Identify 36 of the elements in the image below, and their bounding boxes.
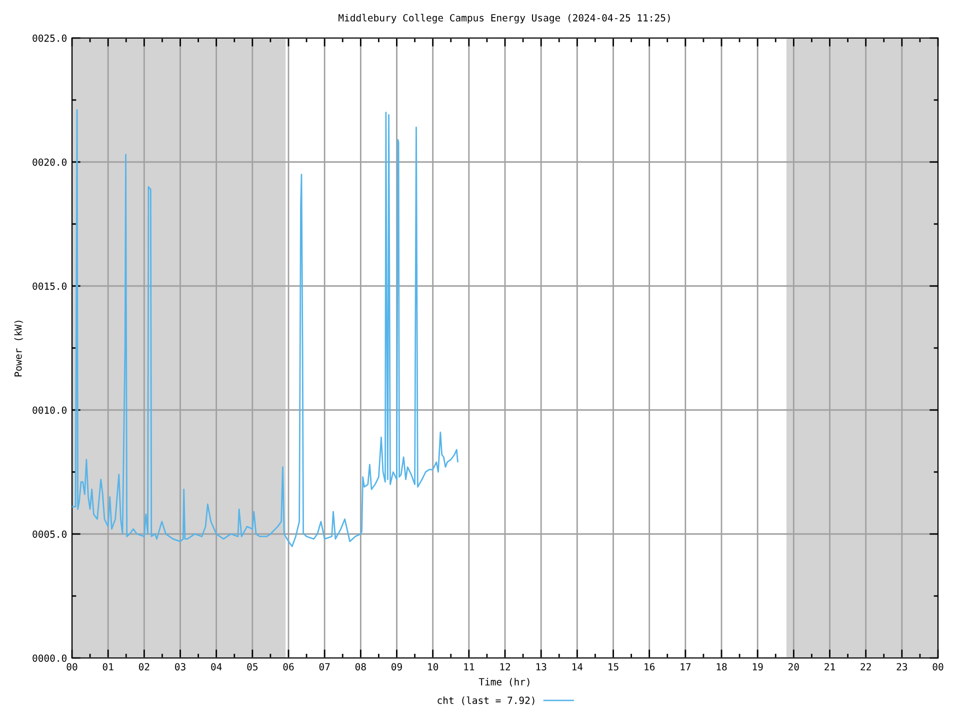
chart-title: Middlebury College Campus Energy Usage (2024-04-25 11:25) <box>338 14 670 24</box>
x-tick-label: 10 <box>428 663 438 670</box>
y-tick-label: 0015.0 <box>32 282 67 290</box>
x-tick-label: 23 <box>896 663 908 670</box>
x-tick-label: 22 <box>860 663 871 670</box>
x-tick-label: 21 <box>824 663 835 670</box>
x-tick-label: 05 <box>247 663 258 670</box>
x-tick-label: 07 <box>319 663 330 670</box>
x-tick-label: 16 <box>644 663 655 670</box>
x-tick-label: 12 <box>500 663 510 670</box>
y-tick-label: 0010.0 <box>32 406 67 414</box>
x-tick-label: 13 <box>536 663 546 670</box>
y-tick-label: 0025.0 <box>32 34 67 42</box>
x-tick-label: 08 <box>355 663 366 670</box>
x-axis-title: Time (hr) <box>478 678 530 687</box>
x-tick-label: 00 <box>932 663 944 670</box>
x-tick-label: 02 <box>138 663 150 670</box>
x-tick-label: 04 <box>211 663 222 670</box>
legend-label: cht (last = 7.92) <box>438 696 534 706</box>
y-tick-label: 0005.0 <box>32 530 67 538</box>
x-tick-label: 06 <box>283 663 294 670</box>
x-tick-label: 11 <box>464 663 474 670</box>
y-tick-label: 0000.0 <box>32 654 67 662</box>
x-tick-label: 20 <box>788 663 799 670</box>
x-tick-label: 14 <box>572 663 583 670</box>
x-tick-label: 17 <box>680 663 691 670</box>
x-tick-label: 00 <box>66 663 78 670</box>
x-tick-label: 03 <box>175 663 186 670</box>
x-tick-label: 15 <box>608 663 618 670</box>
x-tick-label: 19 <box>752 663 763 670</box>
x-tick-label: 18 <box>716 663 727 670</box>
x-tick-label: 09 <box>392 663 402 670</box>
x-tick-label: 01 <box>102 663 114 670</box>
y-tick-label: 0020.0 <box>32 158 67 166</box>
y-axis-title: Power (kW) <box>14 320 23 376</box>
line-series <box>72 109 458 548</box>
